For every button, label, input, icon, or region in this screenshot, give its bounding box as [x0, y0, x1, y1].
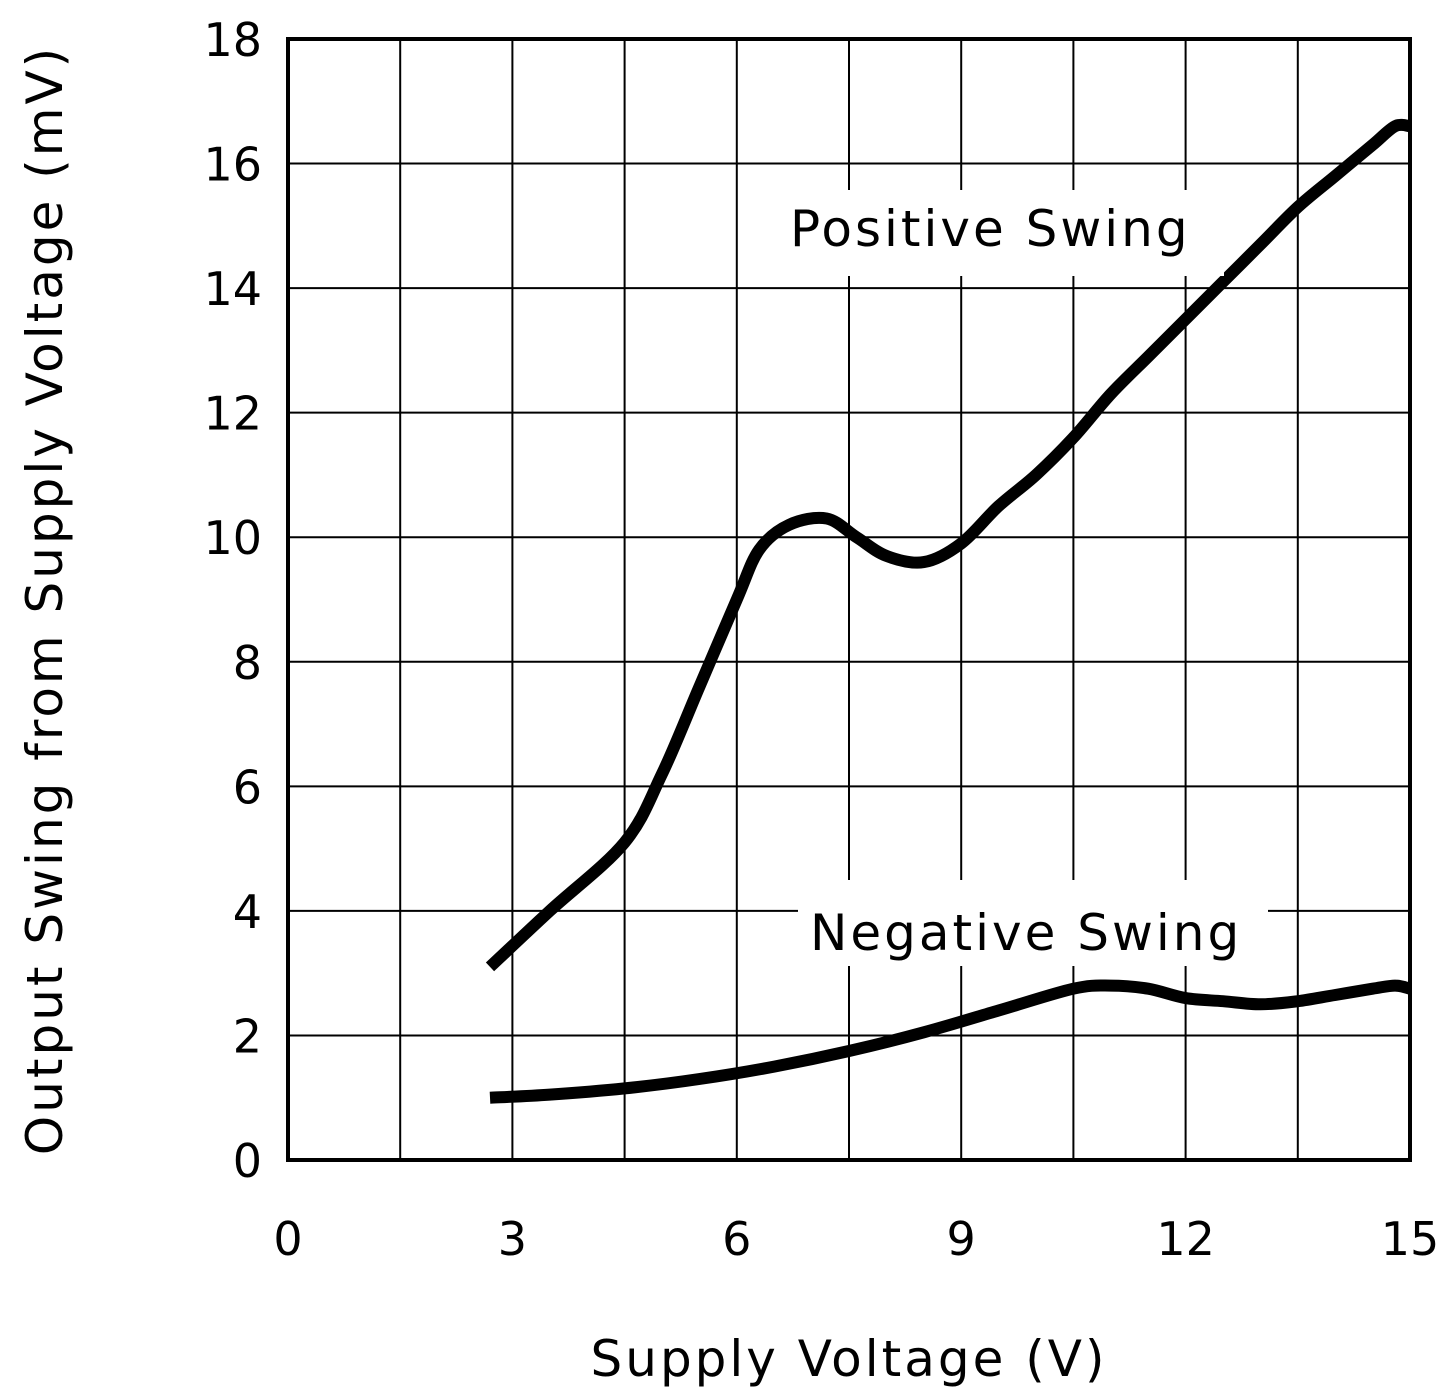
y-tick-label: 16: [203, 138, 262, 192]
x-tick-label: 12: [1156, 1212, 1215, 1266]
x-tick-label: 15: [1381, 1212, 1438, 1266]
y-tick-label: 2: [233, 1009, 262, 1063]
negative-swing-label: Negative Swing: [810, 904, 1242, 962]
negative-swing-line: [489, 979, 1412, 1104]
negative-swing-label-background: [798, 880, 1268, 966]
positive-swing-line: [485, 118, 1411, 972]
y-axis-title: Output Swing from Supply Voltage (mV): [16, 45, 74, 1155]
tick-labels: 0 3 6 9 12 15 0 2 4 6 8 10 12 14 16 18: [203, 13, 1438, 1266]
curve-labels: Positive Swing Negative Swing: [778, 190, 1268, 966]
plot-frame: [286, 37, 1412, 1162]
x-tick-label: 9: [947, 1212, 976, 1266]
y-tick-label: 6: [233, 760, 262, 814]
x-tick-label: 3: [498, 1212, 527, 1266]
series-lines: [485, 118, 1412, 1104]
y-tick-label: 14: [203, 262, 262, 316]
y-tick-label: 10: [203, 511, 262, 565]
y-tick-label: 12: [203, 387, 262, 441]
x-tick-label: 6: [722, 1212, 751, 1266]
positive-swing-label: Positive Swing: [790, 200, 1191, 258]
positive-swing-label-background: [778, 190, 1224, 276]
y-tick-label: 0: [233, 1134, 262, 1188]
y-tick-label: 18: [203, 13, 262, 67]
y-tick-label: 8: [233, 636, 262, 690]
y-tick-label: 4: [233, 885, 262, 939]
x-axis-title: Supply Voltage (V): [591, 1330, 1108, 1388]
x-tick-label: 0: [273, 1212, 302, 1266]
